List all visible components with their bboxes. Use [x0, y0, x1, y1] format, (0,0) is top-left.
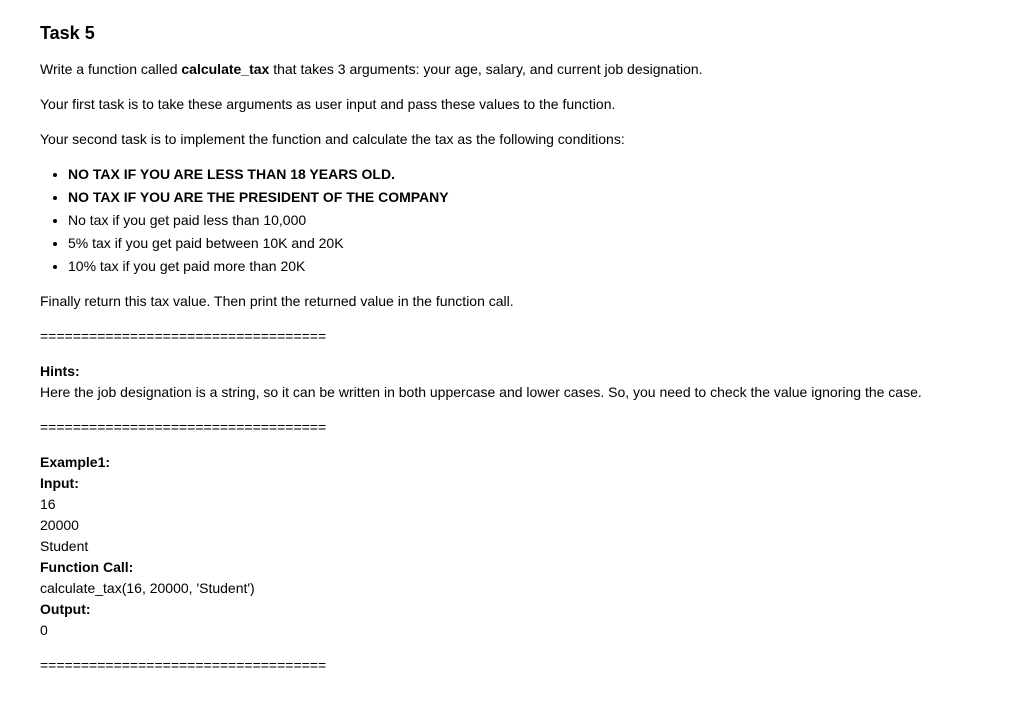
example-call-label: Function Call:: [40, 557, 969, 578]
condition-5pct-tax: 5% tax if you get paid between 10K and 2…: [68, 235, 344, 251]
condition-no-tax-under-18: NO TAX IF YOU ARE LESS THAN 18 YEARS OLD…: [68, 166, 395, 182]
condition-item: NO TAX IF YOU ARE LESS THAN 18 YEARS OLD…: [68, 164, 969, 185]
condition-item: No tax if you get paid less than 10,000: [68, 210, 969, 231]
function-name: calculate_tax: [181, 61, 269, 77]
intro-paragraph-1: Write a function called calculate_tax th…: [40, 59, 969, 80]
condition-item: NO TAX IF YOU ARE THE PRESIDENT OF THE C…: [68, 187, 969, 208]
condition-no-tax-low-salary: No tax if you get paid less than 10,000: [68, 212, 306, 228]
task-title: Task 5: [40, 20, 969, 47]
example-input-designation: Student: [40, 536, 969, 557]
intro-p1-suffix: that takes 3 arguments: your age, salary…: [269, 61, 702, 77]
example-input-salary: 20000: [40, 515, 969, 536]
example-call: calculate_tax(16, 20000, 'Student'): [40, 578, 969, 599]
example-block: Example1: Input: 16 20000 Student Functi…: [40, 452, 969, 641]
condition-10pct-tax: 10% tax if you get paid more than 20K: [68, 258, 305, 274]
condition-no-tax-president: NO TAX IF YOU ARE THE PRESIDENT OF THE C…: [68, 189, 449, 205]
example-input-age: 16: [40, 494, 969, 515]
hints-block: Hints: Here the job designation is a str…: [40, 361, 969, 403]
example-title: Example1:: [40, 452, 969, 473]
condition-item: 5% tax if you get paid between 10K and 2…: [68, 233, 969, 254]
finally-paragraph: Finally return this tax value. Then prin…: [40, 291, 969, 312]
separator: ===================================: [40, 417, 969, 438]
example-output: 0: [40, 620, 969, 641]
example-input-label: Input:: [40, 473, 969, 494]
hints-text: Here the job designation is a string, so…: [40, 384, 922, 400]
conditions-list: NO TAX IF YOU ARE LESS THAN 18 YEARS OLD…: [40, 164, 969, 277]
example-output-label: Output:: [40, 599, 969, 620]
intro-paragraph-2: Your first task is to take these argumen…: [40, 94, 969, 115]
condition-item: 10% tax if you get paid more than 20K: [68, 256, 969, 277]
separator: ===================================: [40, 655, 969, 676]
intro-p1-prefix: Write a function called: [40, 61, 181, 77]
intro-paragraph-3: Your second task is to implement the fun…: [40, 129, 969, 150]
hints-label: Hints:: [40, 363, 80, 379]
separator: ===================================: [40, 326, 969, 347]
